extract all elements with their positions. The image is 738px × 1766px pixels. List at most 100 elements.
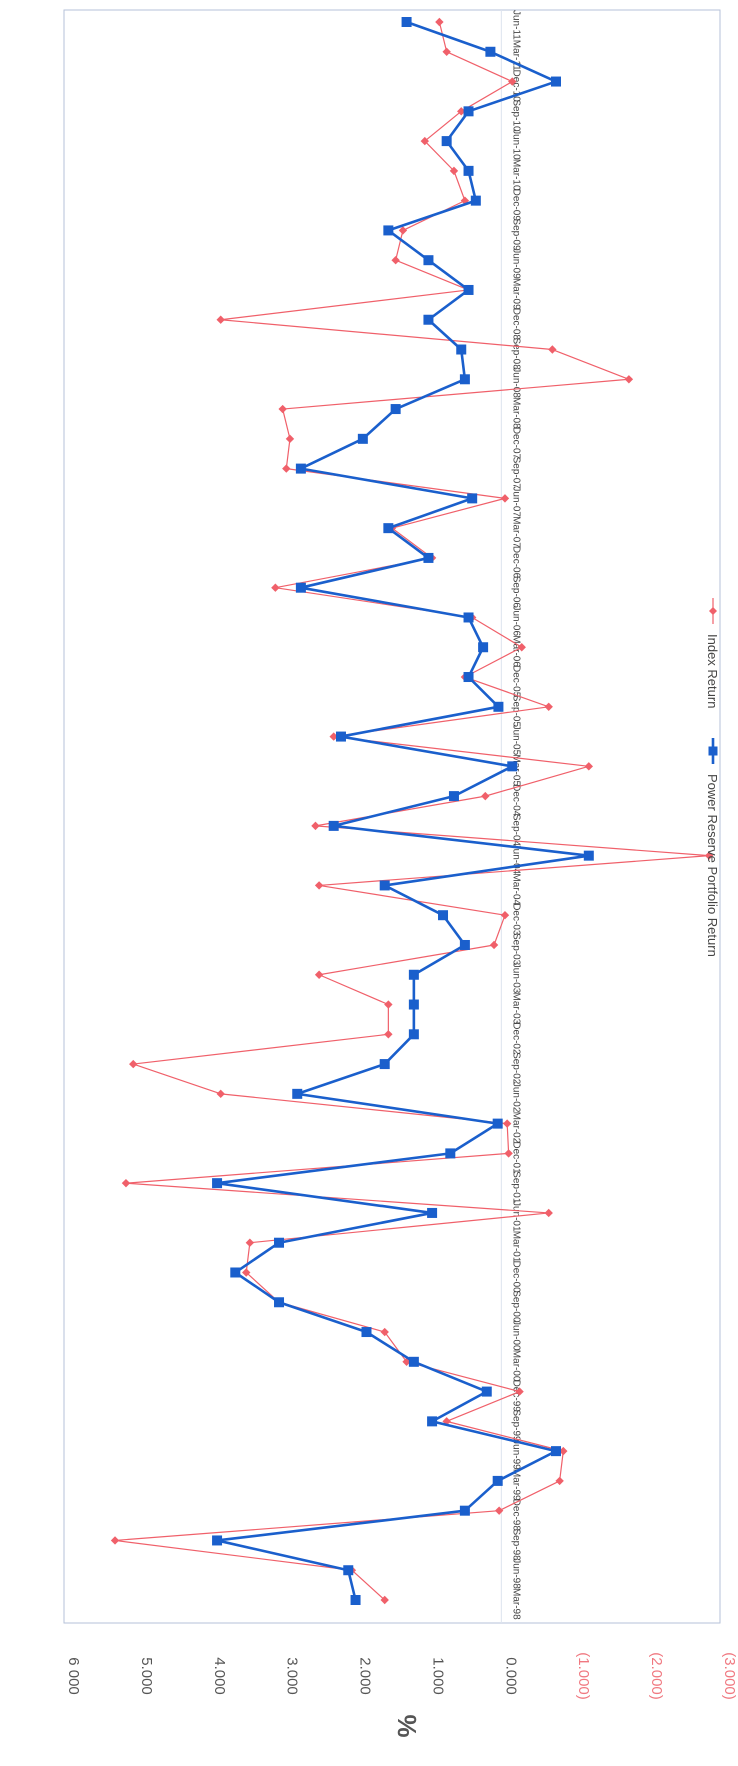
data-point: [515, 1387, 524, 1396]
x-tick-label: Jun-03: [510, 963, 521, 994]
data-point: [448, 791, 459, 802]
data-point: [441, 136, 452, 147]
data-point: [481, 791, 490, 801]
x-tick-label: Jun-02: [510, 1082, 521, 1113]
data-point: [282, 464, 291, 473]
data-point: [584, 762, 593, 771]
series-line: [215, 20, 591, 1601]
series-layer: [110, 17, 714, 1605]
data-point: [555, 1476, 564, 1486]
x-tick-label: Mar-98: [510, 1588, 521, 1620]
data-point: [350, 1595, 361, 1605]
data-point: [242, 1268, 251, 1277]
legend-label: Power Reserve Portfolio Return: [705, 774, 720, 957]
data-point: [110, 1536, 120, 1545]
data-point: [459, 1505, 470, 1516]
data-point: [285, 434, 295, 444]
y-tick-label: (3.000): [721, 1652, 738, 1700]
x-tick-label: Dec-98: [510, 1499, 521, 1532]
x-tick-label: Dec-05: [510, 665, 521, 698]
x-tick-label: Sep-03: [510, 933, 521, 966]
x-tick-label: Jun-08: [510, 367, 521, 398]
x-tick-label: Jun-11: [510, 10, 521, 40]
data-point: [391, 255, 400, 265]
y-tick-label: 1.000: [429, 1657, 446, 1695]
data-point: [230, 1267, 241, 1278]
data-point: [494, 1506, 504, 1515]
data-point: [704, 851, 714, 860]
x-tick-label: Dec-99: [510, 1380, 521, 1413]
x-tick-label: Jun-05: [510, 725, 521, 756]
data-point: [212, 1178, 223, 1189]
data-point: [379, 1059, 390, 1070]
data-point: [624, 375, 634, 384]
plot-area: [63, 9, 721, 1624]
y-tick-label: 4.000: [211, 1657, 228, 1695]
data-point: [314, 970, 324, 979]
data-point: [295, 582, 306, 593]
x-tick-label: Dec-00: [510, 1260, 521, 1293]
x-tick-label: Dec-01: [510, 1141, 521, 1174]
data-point: [328, 820, 339, 831]
data-point: [481, 1386, 492, 1397]
data-point: [295, 463, 306, 474]
x-tick-label: Jun-98: [510, 1558, 521, 1589]
x-tick-label: Sep-00: [510, 1290, 521, 1323]
data-point: [380, 1595, 389, 1605]
x-tick-label: Mar-00: [510, 1350, 521, 1382]
data-point: [274, 1297, 285, 1308]
data-point: [435, 17, 444, 27]
data-point: [507, 761, 518, 772]
data-point: [502, 1119, 512, 1128]
x-tick-label: Dec-08: [510, 308, 521, 341]
x-tick-label: Dec-07: [510, 427, 521, 460]
x-tick-label: Dec-10: [510, 70, 521, 103]
data-point: [449, 166, 459, 176]
data-point: [343, 1565, 354, 1576]
data-point: [445, 1148, 456, 1159]
x-tick-label: Jun-10: [510, 129, 521, 160]
x-tick-label: Sep-02: [510, 1052, 521, 1085]
y-tick-label: 6 000: [65, 1657, 82, 1695]
x-tick-label: Mar-03: [510, 993, 521, 1025]
data-point: [508, 77, 517, 86]
x-tick-label: Mar-04: [510, 873, 521, 905]
data-point: [500, 494, 510, 503]
data-point: [408, 969, 419, 980]
data-point: [460, 196, 470, 205]
data-point: [463, 672, 474, 683]
data-point: [408, 999, 419, 1010]
x-tick-label: Jun-99: [510, 1439, 521, 1470]
legend-marker: [708, 746, 718, 756]
x-tick-label: Jun-09: [510, 248, 521, 279]
data-point: [216, 315, 225, 324]
y-tick-label: 0.000: [502, 1657, 519, 1695]
data-point: [467, 493, 478, 504]
data-point: [383, 523, 394, 534]
x-tick-label: Mar-02: [510, 1112, 521, 1144]
data-point: [504, 1149, 513, 1158]
x-tick-label: Mar-99: [510, 1469, 521, 1501]
x-tick-label: Sep-07: [510, 457, 521, 490]
data-point: [492, 1475, 503, 1486]
data-point: [357, 433, 368, 444]
x-tick-label: Dec-04: [510, 784, 521, 817]
data-point: [463, 106, 474, 117]
x-tick-label: Jun-06: [510, 605, 521, 636]
data-point: [493, 701, 504, 712]
y-tick-label: 5.000: [138, 1657, 155, 1695]
data-point: [361, 1327, 372, 1338]
data-point: [459, 939, 470, 950]
data-point: [384, 1000, 393, 1009]
data-point: [427, 1207, 438, 1218]
y-axis-ticks: 6 000 5.000 4.000 3.000 2.000 1.000 0.000 (1.00…: [65, 10, 738, 1700]
data-point: [470, 195, 481, 206]
data-point: [212, 1535, 223, 1546]
data-point: [335, 731, 346, 742]
data-point: [517, 643, 526, 652]
data-point: [380, 1327, 389, 1337]
x-tick-label: Mar-09: [510, 278, 521, 310]
x-tick-label: Dec-03: [510, 903, 521, 936]
data-point: [500, 911, 510, 920]
data-point: [463, 612, 474, 623]
